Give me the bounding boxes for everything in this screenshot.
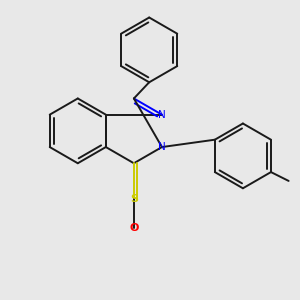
Text: S: S (130, 194, 138, 204)
Text: O: O (129, 223, 139, 233)
Text: N: N (158, 110, 166, 120)
Text: N: N (158, 142, 166, 152)
